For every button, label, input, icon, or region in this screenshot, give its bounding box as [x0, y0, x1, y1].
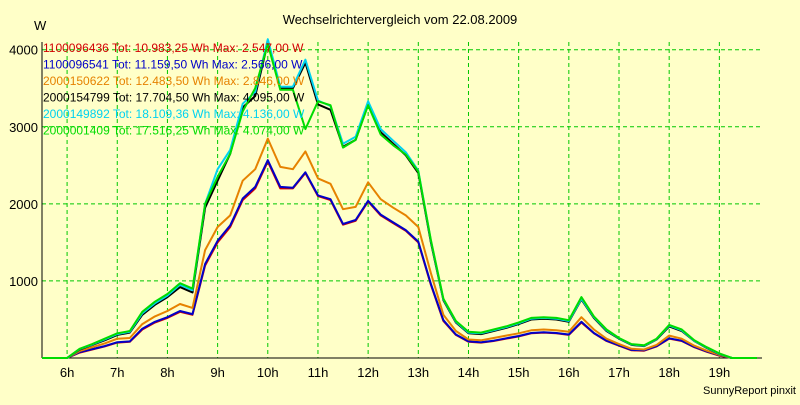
x-tick-label: 12h: [357, 365, 379, 380]
series-line-2000150622: [42, 137, 757, 359]
x-tick-label: 8h: [160, 365, 174, 380]
x-tick-label: 16h: [558, 365, 580, 380]
series-lines: [42, 38, 757, 359]
y-axis-label: W: [34, 18, 47, 33]
y-tick-label: 4000: [9, 43, 38, 58]
axes: 1000 2000 3000 4000 6h 7h 8h 9h 10h 11h 12h 13h 14h 1…: [9, 42, 762, 380]
legend-entry: 2000154799 Tot: 17.704,50 Wh Max: 4.095,…: [43, 91, 305, 105]
x-tick-label: 11h: [308, 365, 329, 380]
x-tick-label: 7h: [110, 365, 124, 380]
legend-entry: 2000149892 Tot: 18.109,36 Wh Max: 4.136,…: [43, 107, 305, 121]
x-tick-label: 19h: [709, 365, 731, 380]
x-tick-label: 10h: [257, 365, 279, 380]
legend-entry: 1100096436 Tot: 10.983,25 Wh Max: 2.547,…: [43, 41, 304, 55]
y-tick-label: 3000: [9, 120, 38, 135]
x-tick-label: 13h: [407, 365, 429, 380]
x-tick-label: 17h: [608, 365, 630, 380]
x-tick-label: 9h: [210, 365, 224, 380]
chart-title: Wechselrichtervergleich vom 22.08.2009: [283, 12, 518, 27]
legend-entry: 1100096541 Tot: 11.159,50 Wh Max: 2.566,…: [43, 58, 303, 72]
legend-entry: 2000001409 Tot: 17.516,25 Wh Max: 4.074,…: [43, 124, 305, 138]
footer-credit: SunnyReport pinxit: [703, 385, 796, 397]
legend-entry: 2000150622 Tot: 12.483,50 Wh Max: 2.846,…: [43, 74, 305, 88]
y-tick-label: 2000: [9, 197, 38, 212]
x-tick-label: 18h: [658, 365, 680, 380]
legend: 1100096436 Tot: 10.983,25 Wh Max: 2.547,…: [43, 41, 305, 138]
x-tick-label: 6h: [60, 365, 74, 380]
series-line-2000001409: [42, 43, 757, 359]
y-tick-label: 1000: [9, 274, 38, 289]
x-tick-label: 14h: [458, 365, 480, 380]
x-tick-label: 15h: [508, 365, 530, 380]
